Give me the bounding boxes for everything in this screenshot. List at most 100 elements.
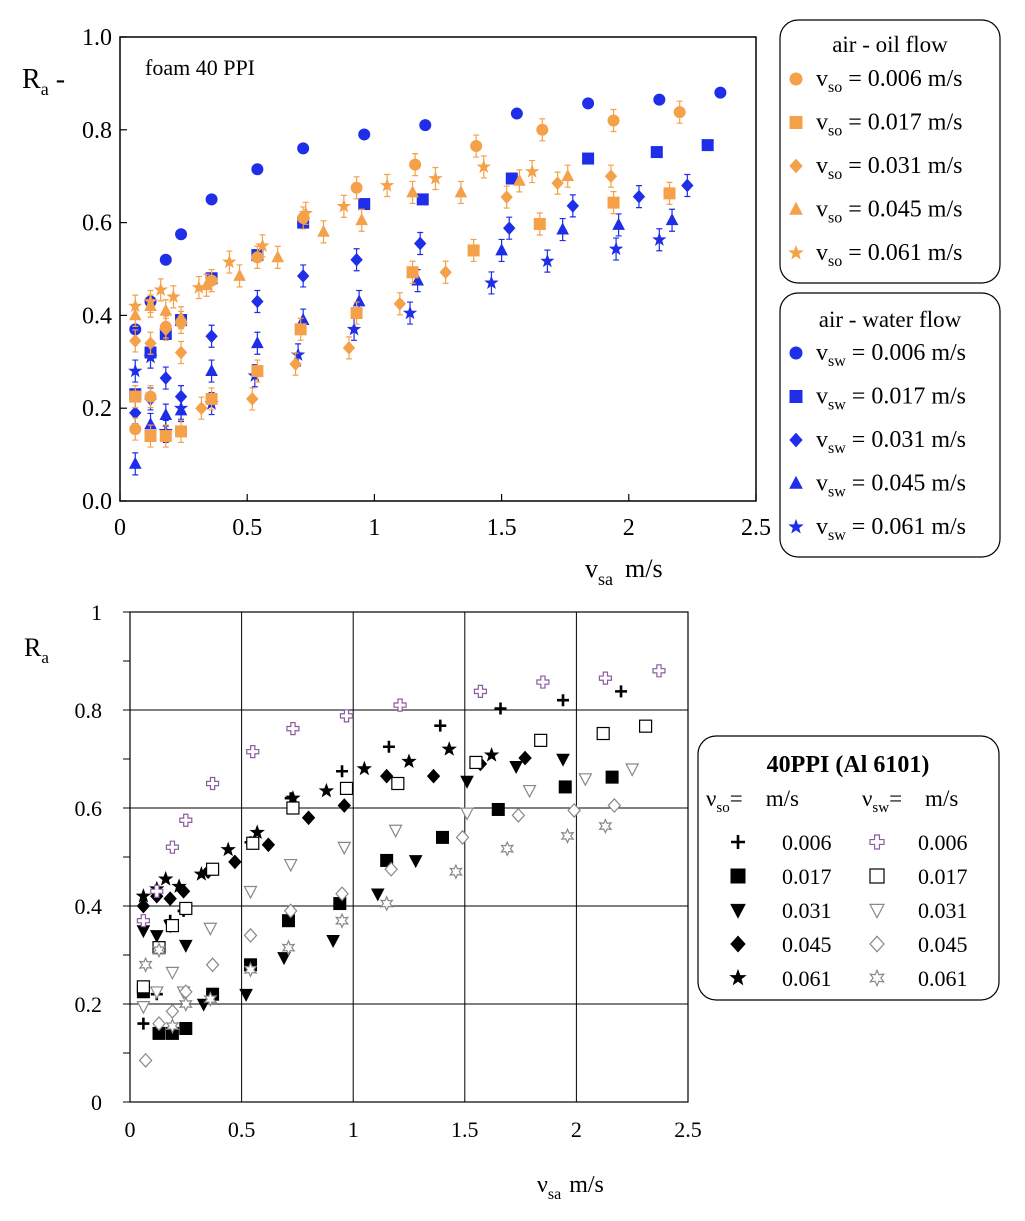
top-data-point [495, 243, 508, 256]
bottom-legend-marker [869, 834, 885, 850]
bottom-data-point [557, 694, 570, 707]
bottom-legend-left-value: 0.017 [782, 864, 832, 889]
bottom-legend-right-value: 0.045 [918, 932, 968, 957]
bottom-legend-marker [730, 903, 746, 919]
top-data-point [612, 217, 625, 230]
bottom-data-point [205, 957, 220, 973]
top-x-axis-label: vsa m/s [585, 554, 663, 589]
top-data-point [129, 390, 142, 403]
bottom-x-tick-label: 0 [125, 1117, 136, 1142]
top-series [129, 139, 714, 401]
bottom-data-point [578, 773, 593, 787]
bottom-x-axis-label: νsa m/s [537, 1172, 604, 1203]
bottom-data-point [301, 810, 316, 826]
top-data-point [128, 363, 143, 378]
top-data-point [358, 198, 371, 211]
bottom-y-axis-label: Ra [24, 633, 49, 667]
top-data-point [607, 114, 620, 127]
bottom-data-point [152, 1016, 166, 1032]
bottom-legend-marker [869, 868, 885, 884]
top-x-tick-label: 1.5 [487, 515, 517, 541]
bottom-data-point [518, 750, 532, 766]
bottom-data-point [567, 802, 581, 818]
top-data-point [153, 282, 168, 296]
top-data-point [222, 254, 237, 269]
bottom-data-point [333, 897, 347, 911]
bottom-y-tick-label: 0.2 [75, 992, 103, 1017]
top-data-point [454, 185, 468, 198]
bottom-data-point [178, 995, 193, 1013]
top-data-point [652, 232, 667, 246]
bottom-data-point [638, 719, 653, 733]
top-data-point [298, 205, 313, 220]
bottom-data-point [615, 685, 628, 698]
top-data-point [701, 139, 714, 152]
top-data-point [681, 178, 694, 193]
top-data-point [159, 408, 173, 421]
top-y-tick-label: 0.4 [82, 303, 112, 329]
bottom-data-point [178, 939, 193, 953]
top-data-point [175, 425, 188, 438]
bottom-x-tick-label: 1.5 [451, 1117, 479, 1142]
bottom-data-point [243, 927, 258, 943]
top-y-tick-label: 0.2 [82, 396, 112, 422]
bottom-data-point [203, 991, 218, 1008]
top-data-point [650, 146, 663, 159]
bottom-data-point [138, 1052, 153, 1068]
top-data-point [297, 142, 310, 155]
bottom-data-point [277, 952, 291, 966]
bottom-x-tick-label: 2 [571, 1117, 582, 1142]
top-legend-marker [789, 390, 803, 403]
top-data-point [551, 176, 564, 190]
top-data-point [653, 93, 666, 106]
top-data-point [251, 294, 264, 309]
bottom-data-point [165, 966, 180, 981]
top-legend-marker [789, 72, 803, 86]
bottom-data-point [283, 858, 298, 873]
top-data-point [255, 238, 270, 252]
top-data-point [604, 169, 618, 183]
top-data-point [317, 224, 330, 237]
bottom-data-point [179, 901, 193, 916]
bottom-legend-marker [731, 835, 745, 849]
bottom-data-point [246, 745, 260, 759]
top-data-point [144, 336, 157, 351]
top-data-point [503, 221, 516, 235]
top-legend-entry-label: vsw = 0.031 m/s [816, 427, 966, 457]
bottom-chart: 0 0.5 1 1.5 2 2.5 0 0.2 0.4 0.6 0.8 1 Ra νsa m/s 40… [24, 600, 1000, 1203]
top-data-point [536, 123, 549, 136]
top-data-point [379, 177, 395, 192]
top-data-point [632, 189, 646, 204]
top-series [129, 86, 727, 336]
top-legend-water-box [779, 292, 1001, 558]
top-plot-frame [119, 36, 757, 502]
top-y-ticks: 0.0 0.2 0.4 0.6 0.8 1.0 [82, 25, 127, 515]
bottom-data-point [536, 675, 550, 689]
top-data-point [296, 269, 310, 283]
top-data-point [393, 297, 407, 311]
bottom-data-point [522, 784, 537, 799]
bottom-legend-marker [869, 935, 885, 953]
top-data-point [524, 164, 540, 178]
top-legend-entry-label: vsw = 0.045 m/s [816, 471, 966, 501]
bottom-series-layer [135, 664, 666, 1068]
top-data-point [143, 349, 158, 364]
top-x-tick-label: 1 [368, 515, 380, 541]
top-data-point [129, 334, 142, 348]
top-data-point [419, 119, 432, 132]
top-data-point [251, 336, 264, 349]
top-data-point [205, 329, 218, 344]
bottom-legend-marker [729, 968, 747, 986]
bottom-data-point [339, 781, 354, 796]
top-legend-marker [789, 475, 803, 489]
top-data-point [406, 185, 419, 198]
bottom-series [136, 719, 653, 994]
top-data-point [159, 371, 172, 385]
bottom-data-point [261, 837, 276, 853]
top-data-point [402, 305, 418, 320]
bottom-data-point [138, 956, 153, 973]
bottom-data-point [339, 709, 354, 723]
bottom-data-point [136, 925, 151, 939]
top-data-point [500, 190, 513, 204]
